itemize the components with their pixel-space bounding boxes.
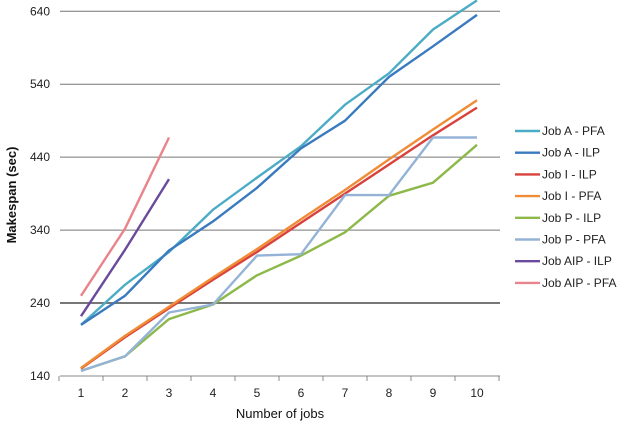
y-tick-label-340: 340: [30, 223, 50, 237]
y-axis-title: Makespan (sec): [4, 147, 19, 244]
legend-label-job-a-pfa: Job A - PFA: [542, 124, 605, 138]
series-line-job-aip-pfa: [79, 136, 171, 297]
series-line-job-i-pfa: [80, 99, 478, 369]
x-tick-label-2: 2: [122, 386, 129, 400]
legend-label-job-i-ilp: Job I - ILP: [542, 167, 597, 181]
legend-label-job-p-pfa: Job P - PFA: [542, 233, 606, 247]
x-tick-label-1: 1: [78, 386, 85, 400]
y-tick-label-440: 440: [30, 150, 50, 164]
y-tick-label-540: 540: [30, 77, 50, 91]
legend-label-job-aip-ilp: Job AIP - ILP: [542, 254, 612, 268]
x-tick-label-3: 3: [166, 386, 173, 400]
series-line-job-p-pfa: [80, 136, 477, 373]
x-tick-label-9: 9: [430, 386, 437, 400]
legend-label-job-aip-pfa: Job AIP - PFA: [542, 276, 616, 290]
series-line-job-a-pfa: [80, 0, 478, 326]
x-axis-ticks: 1 2 3 4 5 6 7 8 9 10: [58, 376, 500, 400]
legend-label-job-a-ilp: Job A - ILP: [542, 146, 600, 160]
y-axis-ticks: 140 240 340 440 540 640: [30, 4, 50, 383]
x-tick-label-7: 7: [342, 386, 349, 400]
series-line-job-p-ilp: [80, 143, 478, 373]
x-tick-label-6: 6: [298, 386, 305, 400]
x-tick-label-8: 8: [386, 386, 393, 400]
legend-label-job-p-ilp: Job P - ILP: [542, 211, 601, 225]
legend-label-job-i-pfa: Job I - PFA: [542, 189, 601, 203]
y-tick-label-240: 240: [30, 296, 50, 310]
series-line-job-aip-ilp: [79, 178, 171, 317]
series-lines: [79, 0, 478, 373]
x-tick-label-5: 5: [254, 386, 261, 400]
series-line-job-a-ilp: [80, 13, 478, 326]
grid-lines: [60, 10, 500, 305]
legend: Job A - PFA Job A - ILP Job I - ILP Job I -…: [515, 124, 616, 290]
series-line-job-i-ilp: [80, 106, 478, 370]
x-tick-label-10: 10: [470, 386, 484, 400]
x-tick-label-4: 4: [210, 386, 217, 400]
y-tick-label-140: 140: [30, 369, 50, 383]
x-axis-title: Number of jobs: [236, 406, 325, 421]
y-tick-label-640: 640: [30, 4, 50, 18]
